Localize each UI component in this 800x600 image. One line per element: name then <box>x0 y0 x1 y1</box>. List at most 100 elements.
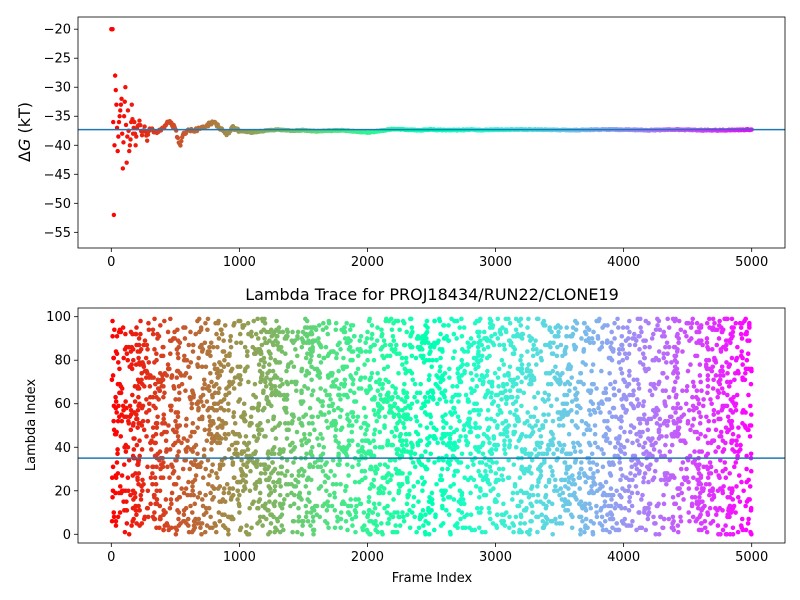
lambda-point <box>649 392 655 398</box>
lambda-point <box>414 529 419 535</box>
lambda-point <box>144 505 150 511</box>
lambda-point <box>125 444 131 450</box>
delta-g-point <box>144 138 150 143</box>
lambda-point <box>205 481 211 487</box>
lambda-point <box>131 497 136 502</box>
lambda-point <box>569 418 575 424</box>
lambda-point <box>333 427 339 433</box>
lambda-point <box>348 388 353 393</box>
lambda-point <box>121 462 127 467</box>
lambda-point <box>187 394 193 400</box>
lambda-point <box>556 329 561 335</box>
lambda-point <box>315 464 321 470</box>
lambda-point <box>664 423 670 428</box>
delta-g-point <box>121 114 127 119</box>
lambda-point <box>124 351 130 356</box>
lambda-point <box>672 344 678 350</box>
lambda-point <box>701 397 706 402</box>
lambda-point <box>607 471 613 476</box>
lambda-point <box>488 488 494 494</box>
lambda-point <box>371 484 376 489</box>
lambda-point <box>192 501 198 507</box>
lambda-point <box>277 479 282 485</box>
lambda-point <box>136 471 142 476</box>
lambda-point <box>680 438 685 444</box>
lambda-point <box>371 342 376 348</box>
lambda-point <box>535 529 540 535</box>
lambda-point <box>173 458 178 463</box>
lambda-point <box>713 427 719 433</box>
lambda-point <box>524 368 530 374</box>
lambda-point <box>220 423 225 428</box>
lambda-point <box>703 434 708 439</box>
lambda-point <box>310 518 316 524</box>
lambda-point <box>578 405 583 411</box>
lambda-point <box>127 403 133 409</box>
lambda-point <box>245 532 250 537</box>
lambda-point <box>535 390 541 396</box>
lambda-point <box>197 490 203 496</box>
lambda-point <box>270 460 275 465</box>
lambda-point <box>389 429 395 435</box>
lambda-point <box>690 423 695 428</box>
lambda-point <box>132 399 138 404</box>
lambda-point <box>580 505 585 511</box>
lambda-point <box>692 449 697 454</box>
lambda-point <box>472 401 477 407</box>
lambda-point <box>711 492 716 498</box>
lambda-point <box>216 390 221 396</box>
lambda-point <box>350 523 355 528</box>
lambda-point <box>403 355 409 361</box>
lambda-point <box>201 453 207 459</box>
lambda-point <box>435 440 440 446</box>
lambda-point <box>669 442 675 448</box>
lambda-point <box>612 320 617 326</box>
lambda-point <box>735 495 741 500</box>
lambda-point <box>607 427 612 433</box>
lambda-point <box>324 392 330 398</box>
lambda-point <box>440 492 445 498</box>
lambda-point <box>410 460 416 465</box>
lambda-point <box>731 401 737 407</box>
lambda-point <box>113 394 118 400</box>
lambda-point <box>468 370 474 376</box>
lambda-point <box>702 525 708 531</box>
lambda-point <box>134 416 140 422</box>
lambda-point <box>665 351 670 356</box>
lambda-point <box>555 344 560 350</box>
lambda-point <box>300 523 305 528</box>
lambda-point <box>182 336 188 341</box>
lambda-point <box>129 523 134 528</box>
lambda-point <box>660 388 666 393</box>
lambda-point <box>592 410 598 415</box>
lambda-point <box>725 512 731 518</box>
lambda-point <box>187 375 193 380</box>
lambda-point <box>416 499 421 504</box>
lambda-point <box>154 464 159 470</box>
lambda-point <box>671 386 677 391</box>
lambda-point <box>400 510 405 515</box>
lambda-point <box>556 416 562 422</box>
lambda-point <box>572 386 578 391</box>
lambda-point <box>672 357 678 363</box>
lambda-point <box>110 488 116 494</box>
lambda-point <box>210 462 215 467</box>
lambda-point <box>743 370 748 376</box>
lambda-point <box>639 525 645 531</box>
lambda-point <box>639 329 644 335</box>
lambda-point <box>276 325 282 330</box>
lambda-point <box>363 340 368 346</box>
lambda-point <box>268 377 273 383</box>
lambda-point <box>464 421 470 426</box>
lambda-point <box>720 405 725 411</box>
lambda-point <box>729 316 735 322</box>
lambda-point <box>268 355 274 361</box>
lambda-point <box>235 364 241 370</box>
lambda-point <box>117 390 122 396</box>
lambda-point <box>713 512 719 518</box>
lambda-point <box>219 399 224 404</box>
lambda-point <box>169 490 175 496</box>
lambda-point <box>215 401 221 407</box>
lambda-point <box>191 394 196 400</box>
lambda-point <box>293 381 299 387</box>
